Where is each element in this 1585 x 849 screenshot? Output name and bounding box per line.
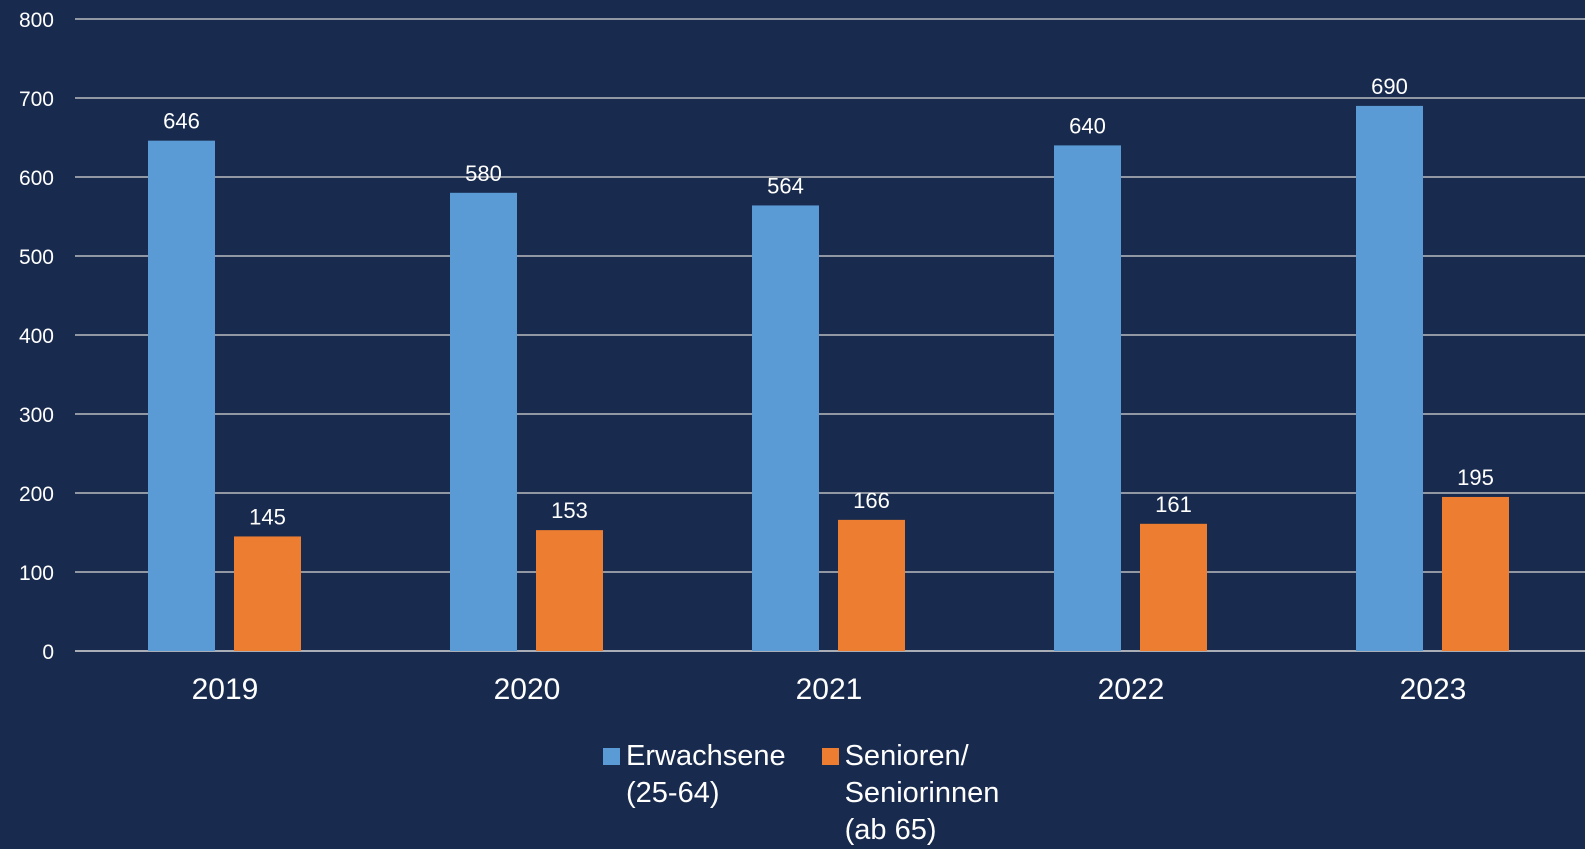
legend-item-seniors: Senioren/ Seniorinnen (ab 65) [821, 738, 1000, 849]
data-label-seniors-2021: 166 [853, 488, 890, 513]
y-axis: 0 100 200 300 400 500 600 700 800 [19, 9, 54, 664]
bar-seniors-2021 [838, 519, 905, 651]
y-tick-label: 600 [19, 167, 54, 190]
y-tick-label: 200 [19, 483, 54, 506]
bar-seniors-2022 [1140, 523, 1207, 651]
legend: Erwachsene (25-64) Senioren/ Seniorinnen… [603, 738, 999, 849]
bar-seniors-2023 [1442, 496, 1509, 651]
y-tick-label: 300 [19, 404, 54, 427]
bar-adults-2019 [148, 140, 215, 651]
data-label-adults-2020: 580 [465, 161, 502, 186]
data-labels: 646 580 564 640 690 145 153 166 161 195 [163, 74, 1494, 530]
data-label-seniors-2022: 161 [1155, 492, 1192, 517]
y-tick-label: 400 [19, 325, 54, 348]
legend-swatch-adults [603, 748, 620, 765]
data-label-seniors-2023: 195 [1457, 465, 1494, 490]
bar-seniors-2019 [234, 536, 301, 651]
bar-adults-2020 [450, 192, 517, 652]
data-label-seniors-2019: 145 [249, 504, 286, 529]
data-label-adults-2019: 646 [163, 109, 200, 134]
bar-adults-2021 [752, 205, 819, 651]
x-tick-label-2022: 2022 [1098, 673, 1165, 706]
y-tick-label: 500 [19, 246, 54, 269]
gridlines [75, 18, 1585, 652]
x-tick-label-2020: 2020 [494, 673, 561, 706]
data-label-adults-2021: 564 [767, 173, 804, 198]
legend-label-seniors: Senioren/ Seniorinnen (ab 65) [844, 740, 1000, 846]
x-tick-label-2023: 2023 [1400, 673, 1467, 706]
x-tick-label-2019: 2019 [192, 673, 259, 706]
bar-adults-2022 [1054, 145, 1121, 651]
x-tick-label-2021: 2021 [796, 673, 863, 706]
legend-swatch-seniors [821, 748, 839, 765]
bar-adults-2023 [1356, 105, 1423, 651]
y-tick-label: 100 [19, 562, 54, 585]
bar-seniors-2020 [536, 530, 603, 651]
y-tick-label: 0 [42, 641, 54, 664]
bars [148, 105, 1509, 652]
y-tick-label: 700 [19, 88, 54, 111]
data-label-adults-2022: 640 [1069, 113, 1106, 138]
x-axis: 2019 2020 2021 2022 2023 [192, 673, 1467, 706]
y-tick-label: 800 [19, 9, 54, 32]
data-label-seniors-2020: 153 [551, 498, 588, 523]
legend-label-adults: Erwachsene (25-64) [626, 740, 786, 809]
data-label-adults-2023: 690 [1371, 74, 1408, 99]
legend-item-adults: Erwachsene (25-64) [603, 738, 786, 849]
